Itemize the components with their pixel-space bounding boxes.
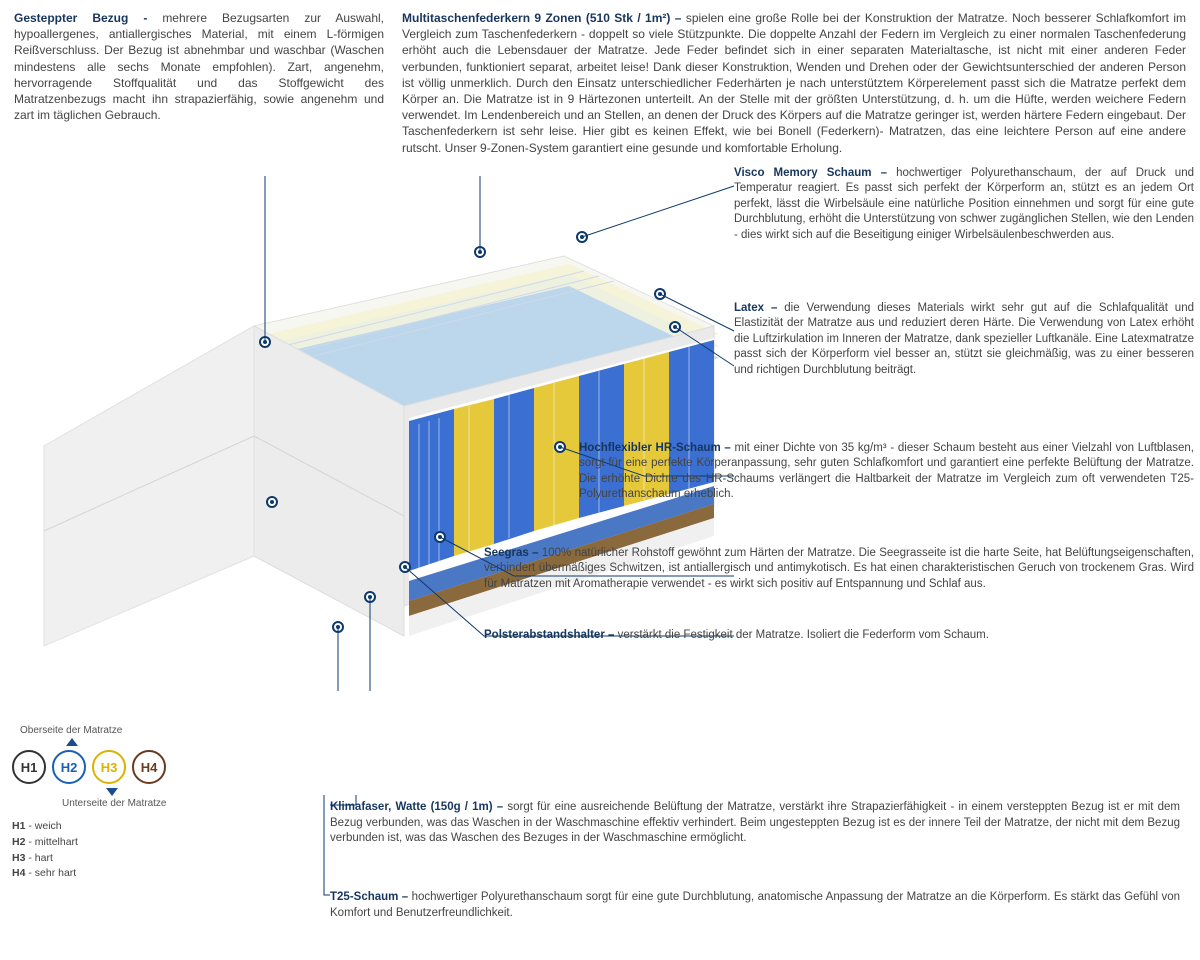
hardness-legend: Oberseite der Matratze H1 H2 H3 H4 Unter… [12, 725, 252, 882]
t25-block: T25-Schaum – hochwertiger Polyurethansch… [330, 890, 1180, 921]
klimafaser-block: Klimafaser, Watte (150g / 1m) – sorgt fü… [330, 800, 1180, 847]
latex-text: die Verwendung dieses Materials wirkt se… [734, 302, 1194, 376]
seegras-block: Seegras – 100% natürlicher Rohstoff gewö… [484, 546, 1194, 593]
gesteppter-bezug-title: Gesteppter Bezug [14, 11, 128, 25]
badge-h4: H4 [132, 750, 166, 784]
arrow-down-icon [106, 788, 118, 796]
gesteppter-bezug-text: mehrere Bezugsarten zur Auswahl, hypoall… [14, 11, 384, 122]
multitaschen-text: spielen eine große Rolle bei der Konstru… [402, 11, 1186, 155]
badge-h1: H1 [12, 750, 46, 784]
legend-top-label: Oberseite der Matratze [20, 725, 252, 736]
badge-h2: H2 [52, 750, 86, 784]
t25-title: T25-Schaum [330, 891, 398, 903]
main-diagram: Visco Memory Schaum – hochwertiger Polyu… [14, 166, 1186, 696]
multitaschen-title: Multitaschenfederkern 9 Zonen (510 Stk /… [402, 11, 670, 25]
top-row: Gesteppter Bezug - mehrere Bezugsarten z… [14, 10, 1186, 156]
legend-key: H1 - weich H2 - mittelhart H3 - hart H4 … [12, 819, 252, 882]
multitaschen-block: Multitaschenfederkern 9 Zonen (510 Stk /… [402, 10, 1186, 156]
t25-text: hochwertiger Polyurethanschaum sorgt für… [330, 891, 1180, 919]
seegras-title: Seegras [484, 547, 529, 559]
latex-block: Latex – die Verwendung dieses Materials … [734, 301, 1194, 379]
klimafaser-title: Klimafaser, Watte (150g / 1m) [330, 801, 493, 813]
hr-block: Hochflexibler HR-Schaum – mit einer Dich… [579, 441, 1194, 503]
visco-block: Visco Memory Schaum – hochwertiger Polyu… [734, 166, 1194, 244]
visco-title: Visco Memory Schaum [734, 167, 871, 179]
legend-bottom-label: Unterseite der Matratze [62, 798, 252, 809]
arrow-up-icon [66, 738, 78, 746]
polster-block: Polsterabstandshalter – verstärkt die Fe… [484, 628, 1194, 644]
hr-title: Hochflexibler HR-Schaum [579, 442, 721, 454]
polster-text: verstärkt die Festigkeit der Matratze. I… [618, 629, 989, 641]
polster-title: Polsterabstandshalter [484, 629, 605, 641]
latex-title: Latex [734, 302, 764, 314]
seegras-text: 100% natürlicher Rohstoff gewöhnt zum Hä… [484, 547, 1194, 590]
gesteppter-bezug-block: Gesteppter Bezug - mehrere Bezugsarten z… [14, 10, 384, 156]
badge-h3: H3 [92, 750, 126, 784]
legend-badges: H1 H2 H3 H4 [12, 750, 252, 784]
